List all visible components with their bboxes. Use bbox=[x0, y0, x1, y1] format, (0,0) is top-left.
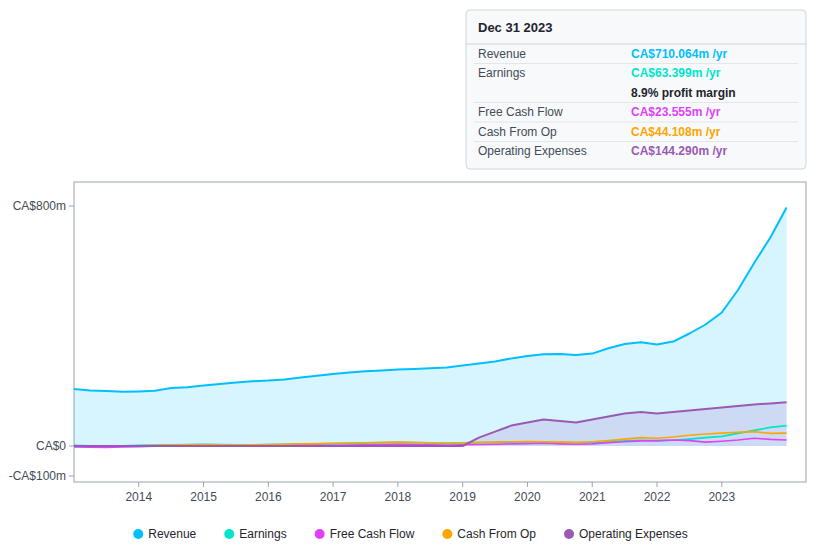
x-tick bbox=[592, 482, 593, 487]
y-tick-label: CA$800m bbox=[13, 199, 66, 213]
legend-label: Revenue bbox=[148, 527, 196, 541]
legend-swatch bbox=[133, 529, 143, 539]
info-box-label: Operating Expenses bbox=[478, 144, 587, 158]
info-box-row-divider bbox=[474, 102, 798, 103]
legend-item: Operating Expenses bbox=[564, 527, 688, 541]
x-tick-label: 2022 bbox=[644, 490, 671, 504]
x-tick bbox=[527, 482, 528, 487]
y-tick-label: -CA$100m bbox=[9, 469, 66, 483]
x-tick-label: 2019 bbox=[449, 490, 476, 504]
x-tick-label: 2017 bbox=[320, 490, 347, 504]
plot-frame bbox=[74, 182, 806, 482]
info-box-label: Earnings bbox=[478, 66, 525, 80]
legend-item: Free Cash Flow bbox=[315, 527, 415, 541]
y-tick-label: CA$0 bbox=[36, 439, 66, 453]
x-tick-label: 2014 bbox=[125, 490, 152, 504]
legend: Revenue Earnings Free Cash Flow Cash From O… bbox=[133, 527, 688, 541]
y-tick bbox=[69, 206, 74, 207]
x-tick bbox=[203, 482, 204, 487]
info-box-divider bbox=[466, 44, 806, 45]
legend-swatch bbox=[224, 529, 234, 539]
info-box-label: Cash From Op bbox=[478, 125, 557, 139]
x-tick bbox=[268, 482, 269, 487]
legend-label: Free Cash Flow bbox=[330, 527, 415, 541]
chart: CA$800m CA$0 -CA$100m 2014 2015 2016 2017 2018 2… bbox=[0, 0, 821, 560]
info-box-row-divider bbox=[474, 141, 798, 142]
y-tick bbox=[69, 446, 74, 447]
info-box-label: Revenue bbox=[478, 47, 526, 61]
area-fill bbox=[74, 208, 787, 447]
info-box-label: Free Cash Flow bbox=[478, 105, 563, 119]
area-fill bbox=[74, 402, 787, 446]
x-tick-label: 2020 bbox=[514, 490, 541, 504]
info-box-subvalue: 8.9% profit margin bbox=[631, 86, 736, 100]
y-tick bbox=[69, 476, 74, 477]
legend-label: Earnings bbox=[239, 527, 286, 541]
x-tick-label: 2016 bbox=[255, 490, 282, 504]
info-box-value: CA$23.555m /yr bbox=[631, 105, 721, 119]
info-box-row-divider bbox=[474, 63, 798, 64]
info-box-value: CA$710.064m /yr bbox=[631, 47, 727, 61]
info-box-value: CA$144.290m /yr bbox=[631, 144, 727, 158]
x-tick-label: 2021 bbox=[579, 490, 606, 504]
x-tick-label: 2018 bbox=[385, 490, 412, 504]
x-tick bbox=[397, 482, 398, 487]
legend-swatch bbox=[564, 529, 574, 539]
legend-label: Operating Expenses bbox=[579, 527, 688, 541]
x-tick-label: 2023 bbox=[708, 490, 735, 504]
legend-item: Revenue bbox=[133, 527, 196, 541]
info-box-value: CA$63.399m /yr bbox=[631, 66, 721, 80]
info-box-header: Dec 31 2023 bbox=[478, 20, 552, 35]
x-tick bbox=[721, 482, 722, 487]
info-box-value: CA$44.108m /yr bbox=[631, 125, 721, 139]
x-tick bbox=[333, 482, 334, 487]
legend-swatch bbox=[315, 529, 325, 539]
x-tick-label: 2015 bbox=[190, 490, 217, 504]
series-line bbox=[74, 426, 787, 446]
info-box-row-divider bbox=[474, 122, 798, 123]
x-tick bbox=[138, 482, 139, 487]
legend-swatch bbox=[442, 529, 452, 539]
series-line bbox=[74, 208, 787, 392]
x-tick bbox=[657, 482, 658, 487]
plot-data bbox=[74, 208, 787, 448]
series-line bbox=[74, 432, 787, 447]
legend-label: Cash From Op bbox=[457, 527, 536, 541]
info-box-background bbox=[466, 10, 806, 169]
x-tick bbox=[462, 482, 463, 487]
legend-item: Cash From Op bbox=[442, 527, 536, 541]
legend-item: Earnings bbox=[224, 527, 286, 541]
info-box: Dec 31 2023 Revenue CA$710.064m /yr Earning… bbox=[466, 10, 806, 169]
series-line bbox=[74, 402, 787, 446]
